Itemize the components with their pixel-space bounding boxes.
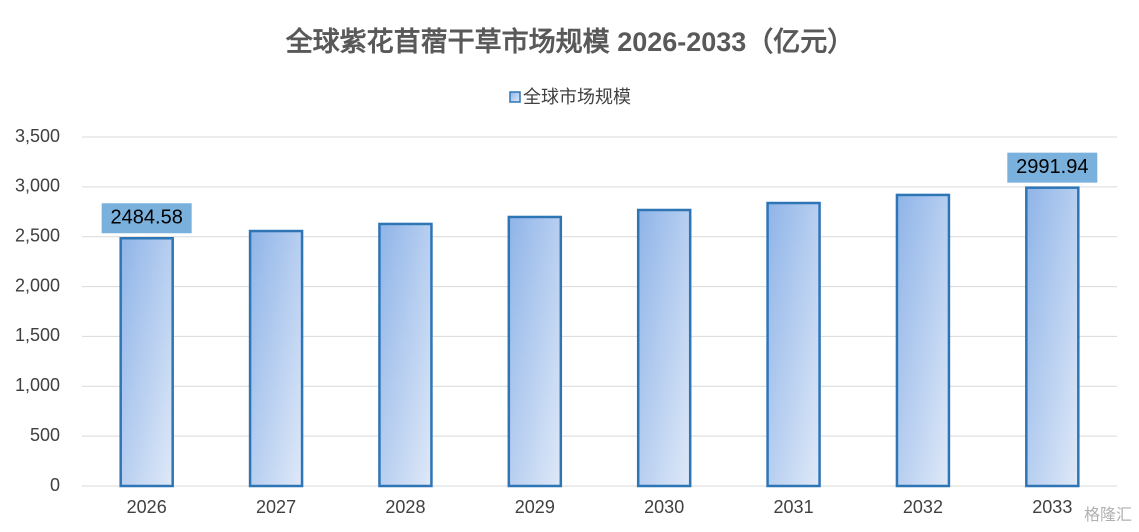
y-tick-label: 1,500	[15, 325, 60, 345]
bar	[636, 208, 692, 488]
watermark: 格隆汇	[1084, 506, 1132, 524]
y-tick-label: 3,500	[15, 126, 60, 146]
y-tick-label: 2,000	[15, 275, 60, 295]
y-tick-label: 500	[30, 425, 60, 445]
bar	[378, 222, 433, 488]
bar	[119, 237, 174, 488]
x-tick-label: 2028	[385, 497, 425, 517]
bar	[766, 201, 821, 488]
data-label: 2484.58	[111, 207, 183, 229]
y-tick-label: 2,500	[15, 225, 60, 245]
x-tick-label: 2027	[256, 497, 296, 517]
data-label-box	[1007, 152, 1098, 183]
y-tick-label: 0	[50, 475, 60, 495]
x-tick-label: 2031	[774, 497, 814, 517]
x-tick-label: 2030	[644, 497, 684, 517]
bar	[1025, 186, 1080, 488]
legend-label: 全球市场规模	[523, 87, 631, 107]
legend-swatch	[509, 91, 521, 103]
data-label: 2991.94	[1016, 156, 1088, 178]
data-label-box	[101, 203, 192, 234]
x-tick-label: 2029	[515, 497, 555, 517]
x-tick-label: 2033	[1032, 497, 1072, 517]
bar	[248, 229, 304, 488]
y-tick-label: 3,000	[15, 176, 60, 196]
bar	[895, 193, 951, 488]
chart-title: 全球紫花苜蓿干草市场规模 2026-2033（亿元）	[285, 26, 855, 57]
x-tick-label: 2032	[903, 497, 943, 517]
x-tick-label: 2026	[127, 497, 167, 517]
y-tick-label: 1,000	[15, 375, 60, 395]
bar	[507, 215, 563, 488]
